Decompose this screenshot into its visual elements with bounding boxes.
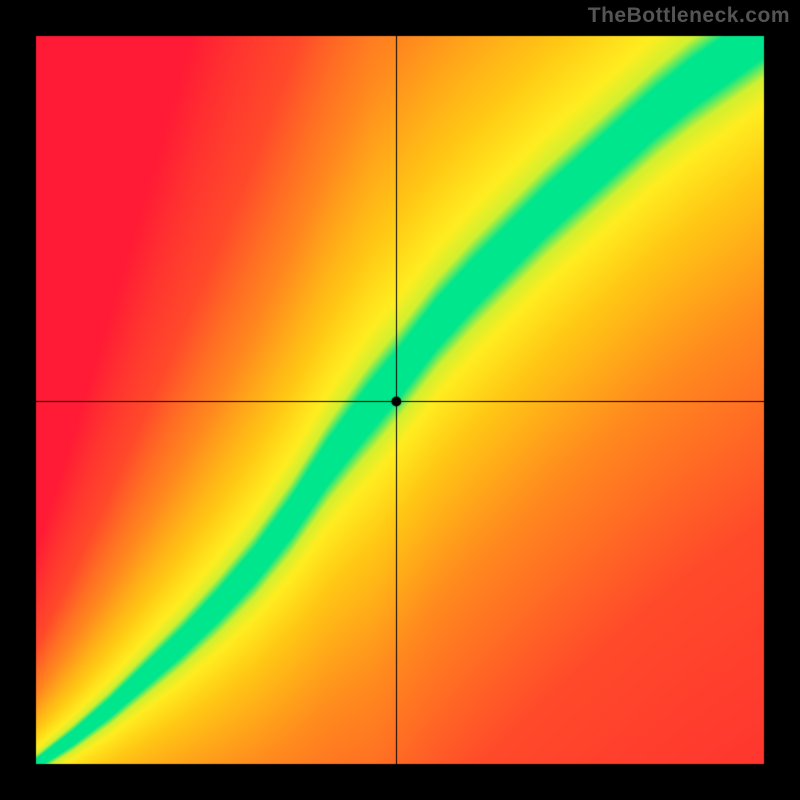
heatmap-canvas xyxy=(0,0,800,800)
watermark-text: TheBottleneck.com xyxy=(588,4,790,28)
chart-container: TheBottleneck.com xyxy=(0,0,800,800)
